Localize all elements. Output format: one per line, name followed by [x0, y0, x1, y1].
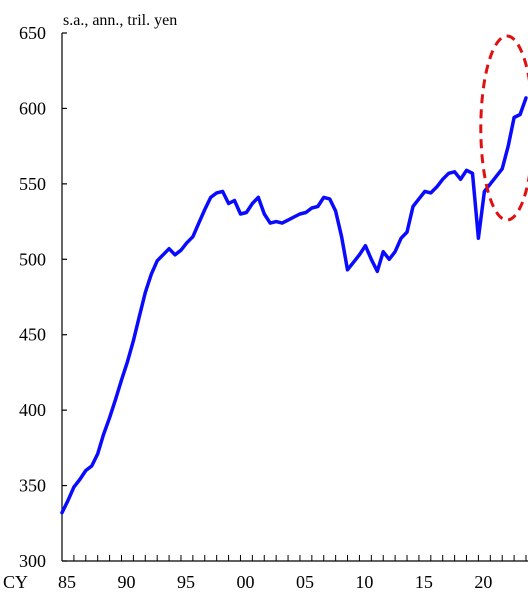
y-unit-label: s.a., ann., tril. yen [63, 12, 177, 29]
axes [61, 33, 528, 562]
y-tick-label: 650 [19, 23, 46, 43]
y-axis-ticks: 300 350 400 450 500 550 600 650 [19, 23, 67, 571]
series-layer [60, 96, 528, 515]
x-axis-prefix-label: CY [3, 572, 28, 592]
x-tick-label: 85 [58, 572, 76, 592]
x-tick-label: 10 [355, 572, 373, 592]
y-tick-label: 550 [19, 174, 46, 194]
y-tick-label: 600 [19, 98, 46, 118]
y-tick-label: 450 [19, 325, 46, 345]
highlight-ellipse [479, 34, 528, 222]
y-tick-label: 350 [19, 476, 46, 496]
x-tick-label: 15 [415, 572, 433, 592]
x-tick-label: 00 [236, 572, 254, 592]
x-axis-ticks: 85 90 95 00 05 10 15 20 [58, 555, 527, 592]
x-tick-label: 90 [117, 572, 135, 592]
x-tick-label: 05 [296, 572, 314, 592]
y-tick-label: 500 [19, 249, 46, 269]
y-tick-label: 400 [19, 400, 46, 420]
x-tick-label: 20 [474, 572, 492, 592]
x-tick-label: 95 [177, 572, 195, 592]
y-tick-label: 300 [19, 551, 46, 571]
series-line [60, 96, 528, 515]
